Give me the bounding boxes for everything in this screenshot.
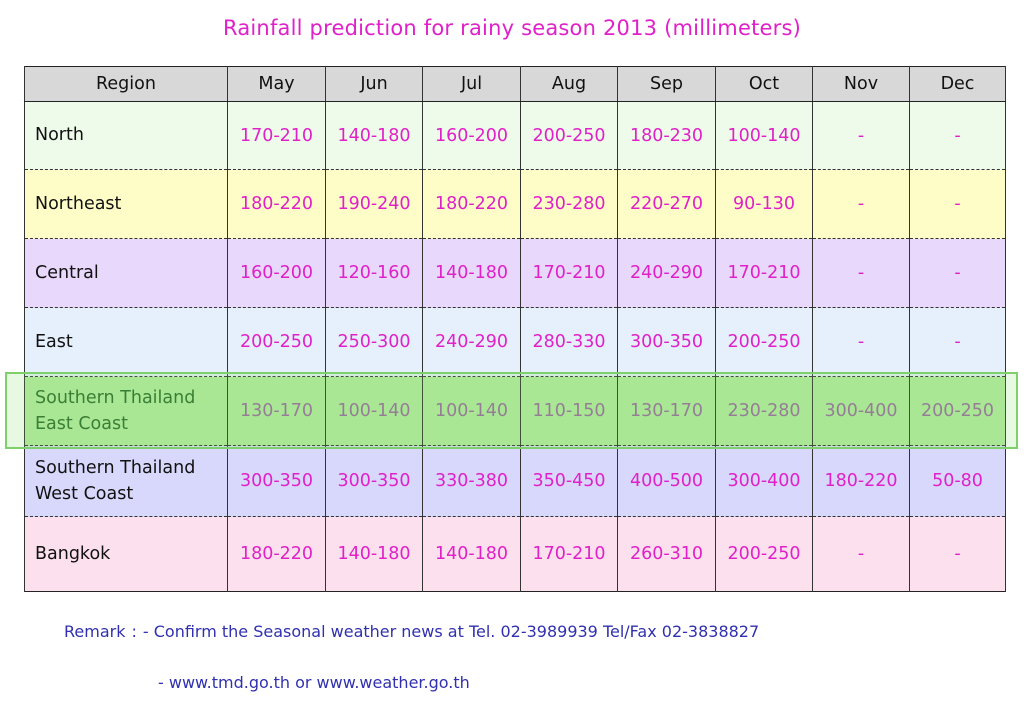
region-name: Bangkok — [35, 543, 111, 564]
value-cell: 350-450 — [520, 445, 618, 517]
value-cell: 160-200 — [422, 101, 521, 170]
value-cell: 240-290 — [422, 307, 521, 377]
region-cell: North — [24, 101, 228, 170]
region-cell: Bangkok — [24, 516, 228, 592]
header-sep: Sep — [617, 66, 716, 102]
value-cell: 180-220 — [422, 169, 521, 239]
header-aug: Aug — [520, 66, 618, 102]
header-may: May — [227, 66, 326, 102]
value-cell: 200-250 — [520, 101, 618, 170]
value-cell: 140-180 — [422, 238, 521, 308]
page-title: Rainfall prediction for rainy season 201… — [223, 16, 801, 40]
table-row-bangkok: Bangkok 180-220 140-180 140-180 170-210 … — [24, 516, 1006, 592]
region-cell: East — [24, 307, 228, 377]
header-dec: Dec — [909, 66, 1006, 102]
value-cell: 90-130 — [715, 169, 813, 239]
value-cell: 170-210 — [227, 101, 326, 170]
value-cell: - — [909, 307, 1006, 377]
value-cell: 100-140 — [715, 101, 813, 170]
region-name-sub: West Coast — [35, 484, 134, 504]
header-jul: Jul — [422, 66, 521, 102]
value-cell: 120-160 — [325, 238, 423, 308]
value-cell: 140-180 — [325, 101, 423, 170]
value-cell: 140-180 — [325, 516, 423, 592]
value-cell: 170-210 — [520, 238, 618, 308]
header-jun: Jun — [325, 66, 423, 102]
region-cell: Northeast — [24, 169, 228, 239]
value-cell: 100-140 — [422, 376, 521, 446]
value-cell: 180-220 — [812, 445, 910, 517]
value-cell: 130-170 — [617, 376, 716, 446]
region-name: East — [35, 331, 73, 352]
value-cell: 400-500 — [617, 445, 716, 517]
value-cell: 50-80 — [909, 445, 1006, 517]
value-cell: 220-270 — [617, 169, 716, 239]
region-name-sub: East Coast — [35, 414, 128, 434]
value-cell: 180-220 — [227, 169, 326, 239]
region-name: Southern Thailand — [35, 457, 196, 478]
table-row-east: East 200-250 250-300 240-290 280-330 300… — [24, 307, 1006, 377]
value-cell: 240-290 — [617, 238, 716, 308]
value-cell: - — [812, 516, 910, 592]
header-oct: Oct — [715, 66, 813, 102]
value-cell: 110-150 — [520, 376, 618, 446]
value-cell: 180-220 — [227, 516, 326, 592]
region-name: North — [35, 125, 84, 146]
header-region: Region — [24, 66, 228, 102]
value-cell: 170-210 — [715, 238, 813, 308]
table-row-southern-west-coast: Southern Thailand West Coast 300-350 300-… — [24, 445, 1006, 517]
remark-text-2: - www.tmd.go.th or www.weather.go.th — [158, 673, 470, 692]
value-cell: 260-310 — [617, 516, 716, 592]
remark-line-1: Remark: - Confirm the Seasonal weather ne… — [64, 622, 759, 641]
table-row-southern-east-coast: Southern Thailand East Coast 130-170 100-… — [24, 376, 1006, 446]
value-cell: 300-350 — [227, 445, 326, 517]
value-cell: - — [909, 101, 1006, 170]
value-cell: - — [812, 101, 910, 170]
value-cell: 180-230 — [617, 101, 716, 170]
rainfall-table: Region May Jun Jul Aug Sep Oct Nov Dec N… — [24, 66, 1006, 592]
remark-text-1: - Confirm the Seasonal weather news at T… — [142, 622, 760, 641]
value-cell: 200-250 — [227, 307, 326, 377]
value-cell: - — [812, 307, 910, 377]
region-cell: Southern Thailand East Coast — [24, 376, 228, 446]
value-cell: - — [812, 169, 910, 239]
remark-label: Remark — [64, 622, 126, 641]
value-cell: 200-250 — [715, 516, 813, 592]
remark-line-2: - www.tmd.go.th or www.weather.go.th — [158, 673, 470, 692]
value-cell: 300-350 — [325, 445, 423, 517]
value-cell: 160-200 — [227, 238, 326, 308]
header-nov: Nov — [812, 66, 910, 102]
table-row-north: North 170-210 140-180 160-200 200-250 18… — [24, 101, 1006, 170]
region-name: Southern Thailand — [35, 387, 196, 408]
value-cell: 300-350 — [617, 307, 716, 377]
region-cell: Central — [24, 238, 228, 308]
value-cell: 330-380 — [422, 445, 521, 517]
value-cell: 200-250 — [715, 307, 813, 377]
region-name: Central — [35, 262, 99, 283]
remark-colon: : — [131, 622, 137, 641]
value-cell: 170-210 — [520, 516, 618, 592]
value-cell: 230-280 — [520, 169, 618, 239]
table-row-northeast: Northeast 180-220 190-240 180-220 230-28… — [24, 169, 1006, 239]
table-row-central: Central 160-200 120-160 140-180 170-210 … — [24, 238, 1006, 308]
value-cell: 300-400 — [715, 445, 813, 517]
value-cell: - — [909, 238, 1006, 308]
value-cell: 140-180 — [422, 516, 521, 592]
region-cell: Southern Thailand West Coast — [24, 445, 228, 517]
value-cell: 280-330 — [520, 307, 618, 377]
value-cell: 200-250 — [909, 376, 1006, 446]
value-cell: - — [909, 516, 1006, 592]
value-cell: 250-300 — [325, 307, 423, 377]
value-cell: - — [909, 169, 1006, 239]
value-cell: 300-400 — [812, 376, 910, 446]
value-cell: 130-170 — [227, 376, 326, 446]
value-cell: 100-140 — [325, 376, 423, 446]
value-cell: - — [812, 238, 910, 308]
value-cell: 190-240 — [325, 169, 423, 239]
value-cell: 230-280 — [715, 376, 813, 446]
region-name: Northeast — [35, 193, 122, 214]
table-header-row: Region May Jun Jul Aug Sep Oct Nov Dec — [24, 66, 1006, 102]
